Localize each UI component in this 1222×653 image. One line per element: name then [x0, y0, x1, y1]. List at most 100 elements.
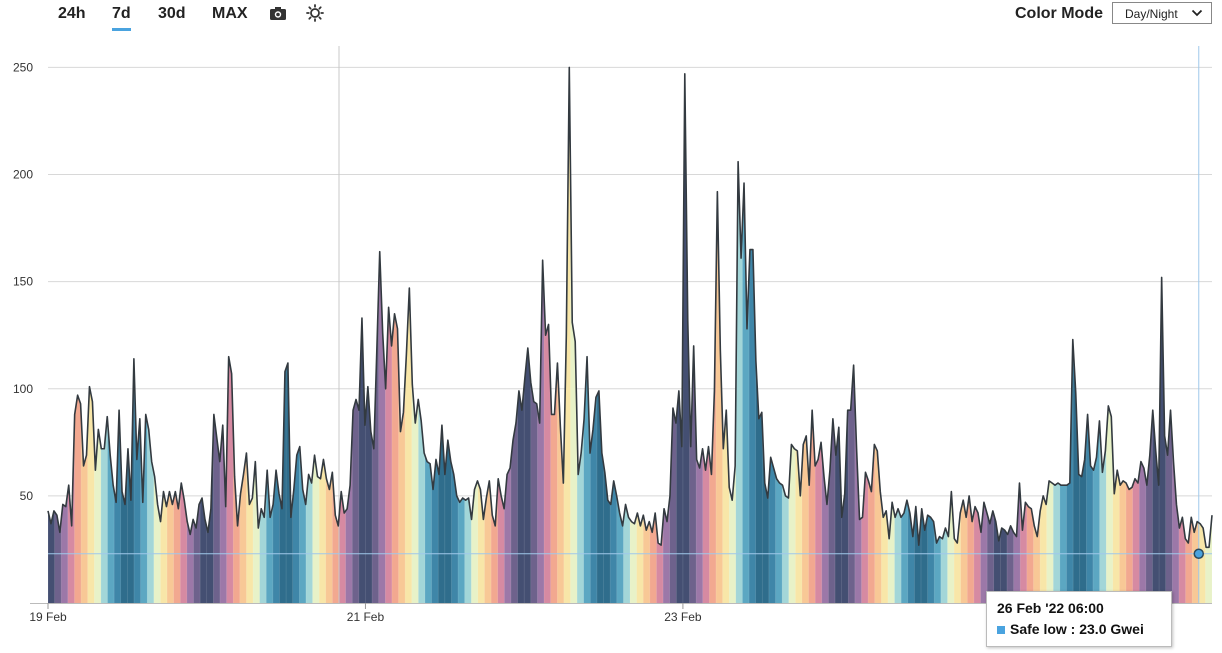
hour-band: [451, 67, 459, 603]
hour-band: [788, 67, 796, 603]
range-7d-button[interactable]: 7d: [112, 3, 131, 31]
hour-band: [226, 67, 234, 603]
hour-band: [1092, 67, 1101, 603]
tooltip-value: Safe low : 23.0 Gwei: [1010, 621, 1144, 637]
hour-band: [848, 67, 856, 603]
hour-band: [1198, 67, 1206, 603]
hour-band: [81, 67, 89, 603]
hour-band: [973, 67, 982, 603]
hour-band: [345, 67, 353, 603]
hour-band: [550, 67, 558, 603]
hour-band: [471, 67, 479, 603]
hour-band: [167, 67, 175, 603]
hour-band: [749, 67, 757, 603]
hour-band: [391, 67, 400, 603]
hour-band: [1106, 67, 1114, 603]
hour-band: [312, 67, 320, 603]
hour-band: [504, 67, 512, 603]
hour-band: [411, 67, 419, 603]
hour-band: [868, 67, 876, 603]
hour-band: [61, 67, 69, 603]
toolbar: 24h 7d 30d MAX Color Mode Day/Night: [0, 0, 1222, 34]
hour-band: [682, 67, 691, 603]
hour-band: [458, 67, 466, 603]
hour-band: [795, 67, 803, 603]
hour-band: [200, 67, 208, 603]
y-tick-label: 200: [13, 168, 33, 182]
hour-band: [424, 67, 433, 603]
hour-band: [438, 67, 446, 603]
series-line-safe-low: [47, 66, 1213, 549]
hour-band: [563, 67, 572, 603]
hour-band: [444, 67, 453, 603]
hour-band: [874, 67, 882, 603]
hour-band: [339, 67, 347, 603]
hour-band: [292, 67, 300, 603]
hour-band: [127, 67, 135, 603]
hour-band: [570, 67, 578, 603]
tooltip-title: 26 Feb '22 06:00: [997, 600, 1104, 616]
hour-band: [405, 67, 413, 603]
hour-band: [1066, 67, 1074, 603]
y-tick-label: 250: [13, 60, 33, 74]
color-mode-select[interactable]: Day/Night: [1112, 2, 1212, 24]
hour-band: [524, 67, 532, 603]
hour-band: [431, 67, 439, 603]
hour-band: [510, 67, 519, 603]
hour-band: [841, 67, 849, 603]
range-24h-button[interactable]: 24h: [58, 5, 86, 22]
hour-band: [1139, 67, 1147, 603]
tooltip: 26 Feb '22 06:00 Safe low : 23.0 Gwei: [986, 591, 1172, 647]
hour-band: [901, 67, 909, 603]
chevron-down-icon: [1191, 9, 1203, 17]
hour-band: [385, 67, 393, 603]
hour-band: [352, 67, 360, 603]
hour-band: [1053, 67, 1061, 603]
hour-band: [272, 67, 281, 603]
hour-band: [735, 67, 744, 603]
camera-icon[interactable]: [269, 4, 287, 22]
color-mode-value: Day/Night: [1125, 7, 1178, 21]
range-30d-button[interactable]: 30d: [158, 5, 186, 22]
hour-band: [934, 67, 942, 603]
hour-band: [1073, 67, 1081, 603]
hour-band: [894, 67, 902, 603]
hour-band: [729, 67, 737, 603]
hour-band: [147, 67, 155, 603]
hour-band: [398, 67, 406, 603]
hour-band: [213, 67, 221, 603]
hour-band: [140, 67, 148, 603]
sun-icon[interactable]: [306, 4, 324, 22]
tooltip-swatch: [997, 626, 1005, 634]
hour-band: [828, 67, 836, 603]
color-mode-label: Color Mode: [1015, 5, 1103, 22]
hour-band: [1000, 67, 1008, 603]
hour-band: [835, 67, 843, 603]
hour-band: [1006, 67, 1015, 603]
hour-band: [821, 67, 830, 603]
hour-band: [696, 67, 704, 603]
hour-band: [1112, 67, 1121, 603]
hour-band: [808, 67, 816, 603]
hour-band: [960, 67, 968, 603]
hour-band: [497, 67, 505, 603]
hour-band: [418, 67, 426, 603]
hour-band: [775, 67, 783, 603]
hour-band: [279, 67, 287, 603]
hour-band: [762, 67, 770, 603]
hour-band: [689, 67, 697, 603]
x-tick-label: 21 Feb: [347, 610, 385, 624]
hour-band: [266, 67, 274, 603]
y-tick-label: 50: [20, 489, 34, 503]
hour-band: [246, 67, 254, 603]
hour-band: [1119, 67, 1127, 603]
hour-band: [1040, 67, 1048, 603]
hour-band: [491, 67, 499, 603]
range-max-button[interactable]: MAX: [212, 5, 248, 22]
hour-band: [887, 67, 896, 603]
hour-band: [577, 67, 585, 603]
hour-band: [722, 67, 730, 603]
hour-band: [583, 67, 591, 603]
hour-band: [87, 67, 95, 603]
